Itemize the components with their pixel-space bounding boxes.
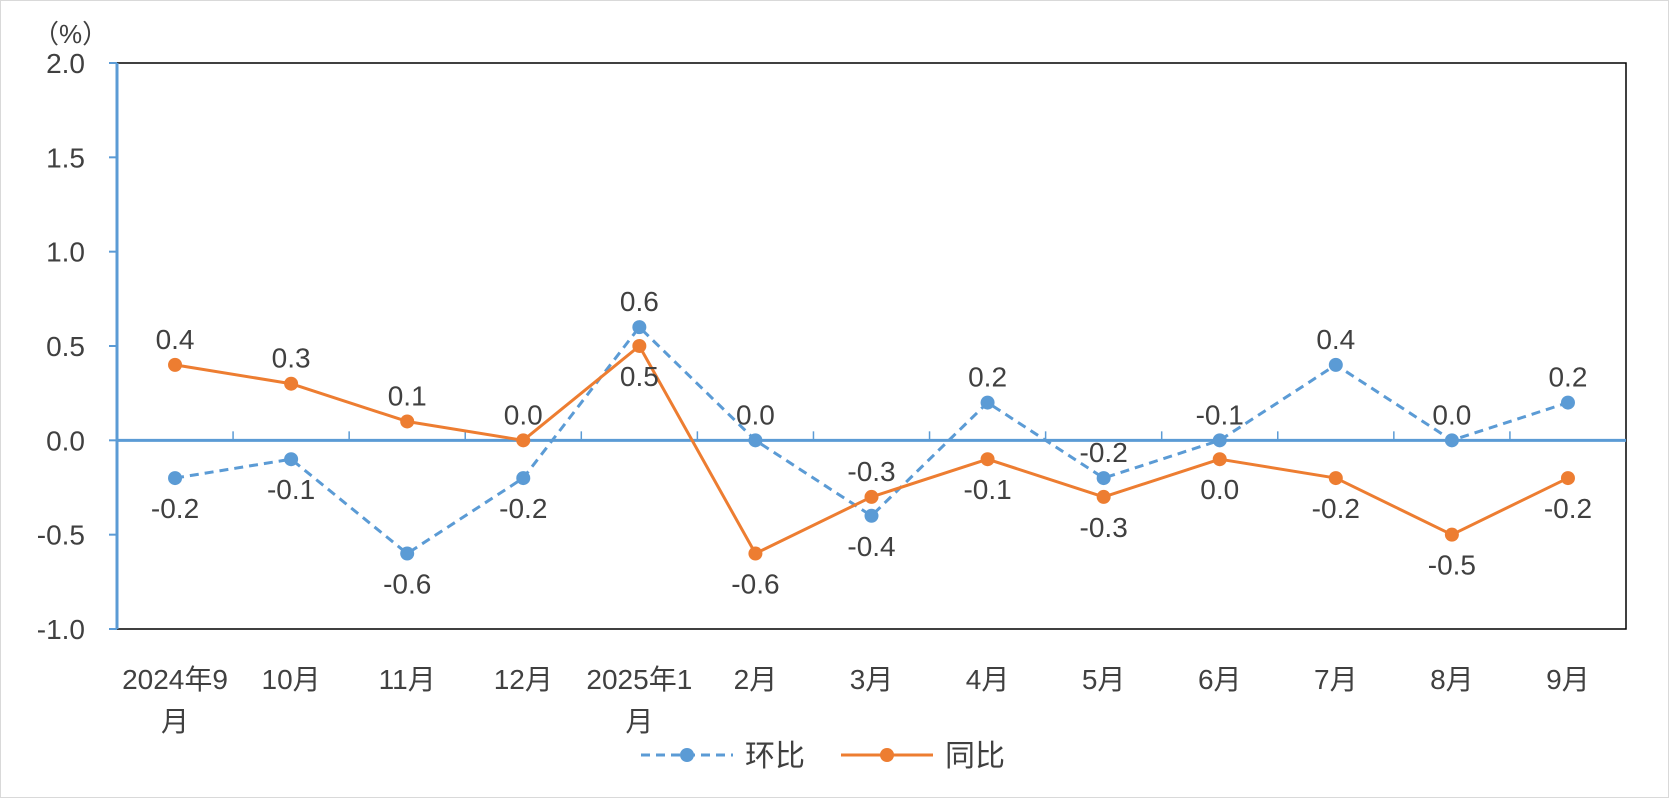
series-point-2: [284, 376, 299, 391]
data-label-series-1: -0.1: [267, 474, 315, 505]
data-label-series-1: 0.4: [1316, 324, 1355, 355]
data-label-series-1: -0.4: [847, 531, 895, 562]
data-label-series-2: 0.4: [156, 324, 195, 355]
x-tick-label: 6月: [1198, 664, 1242, 695]
x-tick-label-line: 5月: [1082, 664, 1126, 695]
x-tick-label: 7月: [1314, 664, 1358, 695]
data-label-series-2: 0.5: [620, 361, 659, 392]
legend-label-2: 同比: [945, 740, 1005, 773]
data-label-series-2: 0.0: [504, 399, 543, 430]
series-point-1: [1212, 433, 1227, 448]
legend-marker-1: [680, 748, 694, 762]
x-tick-label: 8月: [1430, 664, 1474, 695]
data-label-series-1: 0.2: [968, 362, 1007, 393]
series-point-1: [632, 320, 647, 335]
x-tick-label: 3月: [850, 664, 894, 695]
series-point-1: [1328, 357, 1343, 372]
x-tick-label-line: 月: [161, 706, 189, 737]
x-tick-label: 2月: [734, 664, 778, 695]
legend-marker-2: [880, 748, 894, 762]
x-tick-label-line: 4月: [966, 664, 1010, 695]
x-tick-label-line: 12月: [494, 664, 553, 695]
x-tick-label-line: 11月: [379, 664, 436, 695]
series-point-2: [1560, 471, 1575, 486]
series-point-1: [168, 471, 183, 486]
series-point-1: [864, 508, 879, 523]
y-tick-label: -0.5: [37, 520, 85, 551]
x-tick-label: 11月: [379, 664, 436, 695]
y-tick-label: 1.0: [46, 237, 85, 268]
series-point-1: [748, 433, 763, 448]
data-label-series-1: 0.0: [736, 399, 775, 430]
series-point-2: [980, 452, 995, 467]
series-point-2: [516, 433, 531, 448]
x-tick-label-line: 10月: [262, 664, 321, 695]
data-label-series-2: -0.3: [1080, 512, 1128, 543]
y-tick-label: 2.0: [46, 48, 85, 79]
data-label-series-2: -0.2: [1312, 493, 1360, 524]
x-tick-label-line: 9月: [1546, 664, 1590, 695]
x-tick-label-line: 月: [625, 706, 653, 737]
x-tick-label-line: 2024年9: [122, 664, 228, 695]
x-tick-label: 2025年1 月: [586, 664, 692, 737]
legend-label-1: 环比: [745, 740, 805, 773]
series-point-2: [1212, 452, 1227, 467]
series-point-1: [1444, 433, 1459, 448]
data-label-series-1: -0.2: [1080, 437, 1128, 468]
x-tick-label: 5月: [1082, 664, 1126, 695]
series-point-1: [1560, 395, 1575, 410]
data-label-series-2: -0.5: [1428, 550, 1476, 581]
series-point-1: [284, 452, 299, 467]
x-tick-label: 4月: [966, 664, 1010, 695]
series-point-1: [1096, 471, 1111, 486]
y-unit-label: （%）: [33, 19, 108, 49]
data-label-series-1: -0.1: [1196, 399, 1244, 430]
x-tick-label-line: 6月: [1198, 664, 1242, 695]
x-tick-label-line: 3月: [850, 664, 894, 695]
series-point-2: [400, 414, 415, 429]
data-label-series-1: 0.0: [1432, 399, 1471, 430]
series-point-2: [1328, 471, 1343, 486]
series-point-2: [748, 546, 763, 561]
y-tick-label: 0.5: [46, 331, 85, 362]
data-label-series-2: -0.2: [1544, 493, 1592, 524]
series-point-2: [1444, 527, 1459, 542]
series-point-2: [1096, 489, 1111, 504]
x-tick-label-line: 2月: [734, 664, 778, 695]
x-tick-label: 9月: [1546, 664, 1590, 695]
data-label-series-2: 0.0: [1200, 474, 1239, 505]
x-tick-label: 10月: [262, 664, 321, 695]
series-point-2: [864, 489, 879, 504]
x-tick-label-line: 8月: [1430, 664, 1474, 695]
data-label-series-1: -0.2: [499, 493, 547, 524]
x-tick-label: 12月: [494, 664, 553, 695]
series-point-1: [400, 546, 415, 561]
x-tick-label-line: 7月: [1314, 664, 1358, 695]
y-tick-label: -1.0: [37, 614, 85, 645]
data-label-series-2: -0.1: [963, 474, 1011, 505]
data-label-series-2: 0.1: [388, 380, 427, 411]
data-label-series-1: 0.6: [620, 286, 659, 317]
data-label-series-1: -0.2: [151, 493, 199, 524]
series-point-1: [516, 471, 531, 486]
data-label-series-2: 0.3: [272, 343, 311, 374]
y-tick-label: 0.0: [46, 425, 85, 456]
series-point-1: [980, 395, 995, 410]
data-label-series-1: -0.6: [383, 569, 431, 600]
data-label-series-2: -0.6: [731, 569, 779, 600]
data-label-series-2: -0.3: [847, 456, 895, 487]
series-point-2: [632, 339, 647, 353]
x-tick-label: 2024年9 月: [122, 664, 228, 737]
y-tick-label: 1.5: [46, 142, 85, 173]
series-point-2: [168, 357, 183, 372]
x-tick-label-line: 2025年1: [586, 664, 692, 695]
data-label-series-1: 0.2: [1548, 362, 1587, 393]
